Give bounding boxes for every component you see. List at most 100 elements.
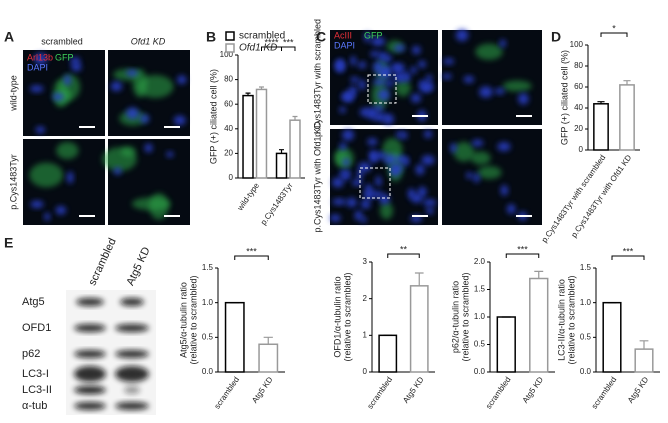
legend-swatch xyxy=(225,43,235,53)
nucleus xyxy=(351,179,363,186)
y-axis-label: (relative to scrambled) xyxy=(188,275,198,364)
row-label: Atg5 xyxy=(22,296,45,308)
nucleus xyxy=(329,214,341,222)
nucleus xyxy=(363,189,375,200)
y-tick-label: 0.5 xyxy=(202,332,214,341)
cell-signal xyxy=(56,142,79,160)
nucleus xyxy=(418,60,427,69)
y-tick-label: 0 xyxy=(229,173,234,182)
y-axis-label: p62/α-tubulin ratio xyxy=(450,281,460,353)
y-axis-label: (relative to scrambled) xyxy=(342,272,352,361)
nucleus xyxy=(126,107,139,120)
nucleus xyxy=(379,193,390,205)
significance-label: *** xyxy=(283,37,294,47)
scale-bar xyxy=(164,126,180,128)
blot-band xyxy=(74,366,106,382)
error-bar xyxy=(534,270,544,279)
blot-band xyxy=(115,402,149,410)
stain-label: Arl13b xyxy=(27,52,53,62)
bar xyxy=(255,88,268,179)
cell-signal xyxy=(121,146,136,157)
nucleus xyxy=(422,199,437,207)
nucleus xyxy=(52,92,64,101)
cell-signal xyxy=(379,202,394,220)
nucleus xyxy=(139,114,150,124)
nucleus xyxy=(332,198,347,206)
nucleus xyxy=(66,171,74,184)
y-tick-label: 1.5 xyxy=(580,263,592,272)
nucleus xyxy=(473,173,480,183)
stain-label: GFP xyxy=(364,30,383,40)
nucleus xyxy=(518,93,529,105)
error-bar xyxy=(623,80,631,85)
nucleus xyxy=(177,75,187,85)
scale-bar xyxy=(79,126,95,128)
nucleus xyxy=(383,154,397,165)
legend-swatch xyxy=(225,31,235,41)
y-tick-label: 1.0 xyxy=(580,298,592,307)
row-label: LC3-I xyxy=(22,368,49,380)
nucleus xyxy=(55,205,67,215)
significance-label: * xyxy=(612,23,616,33)
nucleus xyxy=(166,151,174,158)
column-label: Atg5 KD xyxy=(124,245,152,287)
error-bar xyxy=(279,149,284,154)
cell-signal xyxy=(29,162,64,188)
error-bar xyxy=(245,92,251,96)
blot-band xyxy=(124,386,140,394)
row-label: p.Cys1483Tyr with Ofd1 KD xyxy=(312,121,322,233)
cell-signal xyxy=(502,80,532,92)
nucleus xyxy=(367,138,378,146)
column-label: Ofd1 KD xyxy=(131,36,166,46)
blot-band xyxy=(115,366,149,382)
nucleus xyxy=(497,141,511,152)
y-axis-label: LC3-II/α-tubulin ratio xyxy=(556,279,566,361)
error-bar xyxy=(259,86,264,90)
nucleus xyxy=(366,107,379,120)
bar xyxy=(378,334,398,373)
scale-bar xyxy=(79,215,95,217)
nucleus xyxy=(411,193,423,204)
nucleus xyxy=(370,50,380,58)
cell-signal xyxy=(137,74,174,99)
cell-signal xyxy=(395,79,411,97)
nucleus xyxy=(342,129,355,141)
nucleus xyxy=(393,44,406,52)
row-label: LC3-II xyxy=(22,384,52,396)
y-tick-label: 2.0 xyxy=(474,257,486,266)
inset-box xyxy=(359,167,391,199)
nucleus xyxy=(144,143,153,153)
nucleus xyxy=(354,210,363,221)
y-tick-label: 40 xyxy=(574,103,583,112)
nucleus xyxy=(44,212,51,221)
blot-band xyxy=(76,298,104,306)
y-tick-label: 40 xyxy=(224,124,233,133)
nucleus xyxy=(110,81,123,92)
nucleus xyxy=(442,73,452,80)
nucleus xyxy=(335,58,345,71)
panel-label: A xyxy=(4,29,14,45)
nucleus xyxy=(500,184,509,196)
nucleus xyxy=(30,200,44,209)
bar xyxy=(275,152,288,179)
nucleus xyxy=(415,164,425,175)
nucleus xyxy=(339,142,347,151)
x-tick-label: scrambled xyxy=(590,375,619,410)
y-tick-label: 1.0 xyxy=(474,312,486,321)
nucleus xyxy=(400,131,408,140)
nucleus xyxy=(386,79,394,88)
nucleus xyxy=(370,191,384,198)
row-label: p.Cys1483Tyr with scrambled xyxy=(312,19,322,137)
scale-bar xyxy=(516,215,532,217)
x-tick-label: Atg5 KD xyxy=(250,375,275,405)
nucleus xyxy=(339,106,346,114)
stain-label: DAPI xyxy=(27,62,48,72)
nucleus xyxy=(71,62,82,72)
y-tick-label: 100 xyxy=(220,50,234,59)
error-bar xyxy=(263,336,273,345)
nucleus xyxy=(356,170,364,180)
blot-band xyxy=(74,386,106,394)
nucleus xyxy=(382,113,394,125)
y-tick-label: 0.5 xyxy=(474,340,486,349)
y-tick-label: 80 xyxy=(224,75,233,84)
